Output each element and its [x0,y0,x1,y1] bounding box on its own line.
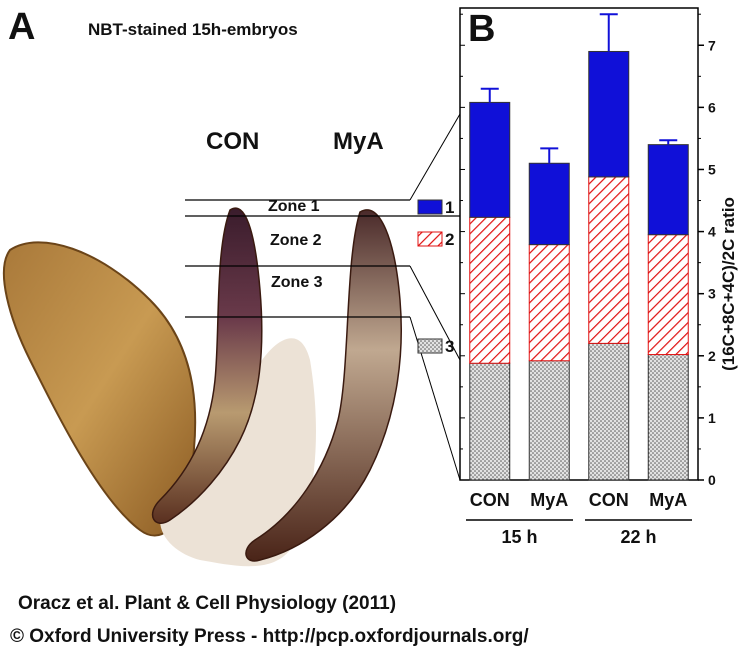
zone-2-label: Zone 2 [270,232,322,249]
y-tick-label: 5 [708,161,716,177]
bar-segment-1 [469,101,511,218]
y-tick-label: 0 [708,472,716,488]
legend-swatch-1 [417,199,443,215]
panel-a-subtitle: NBT-stained 15h-embryos [88,20,298,39]
y-tick-label: 7 [708,37,716,53]
y-tick-label: 4 [708,224,716,240]
zone-3-label: Zone 3 [271,274,323,291]
legend-label-3: 3 [445,337,454,356]
bar-segment-3 [469,362,511,481]
group-label: 15 h [501,527,537,547]
bar-segment-3 [588,342,630,481]
bar-segment-1 [528,162,570,246]
y-tick-label: 2 [708,348,716,364]
embryo-base [160,338,316,567]
bar-segment-2 [588,176,630,344]
plot-frame [459,7,699,481]
legend-swatch-2 [417,231,443,247]
y-axis-label: (16C+8C+4C)/2C ratio [719,197,738,371]
legend-label-2: 2 [445,230,454,249]
embryo-label-mya: MyA [333,128,384,155]
category-label: CON [470,490,510,510]
panel-a-letter: A [8,6,36,48]
zone-1-label: Zone 1 [268,198,320,215]
legend-swatch-3 [417,338,443,354]
bar-segment-1 [588,50,630,178]
embryo-con [151,207,263,524]
bar-segment-2 [528,244,570,362]
embryo-label-con: CON [206,128,260,155]
y-tick-label: 6 [708,99,716,115]
category-label: MyA [530,490,568,510]
category-label: CON [589,490,629,510]
bar-segment-3 [647,354,689,481]
panel-b-letter: B [468,8,496,50]
copyright-line: © Oxford University Press - http://pcp.o… [10,626,529,647]
bar-segment-2 [647,234,689,356]
group-label: 22 h [620,527,656,547]
bar-segment-2 [469,216,511,364]
bar-segment-3 [528,360,570,481]
y-tick-label: 3 [708,286,716,302]
legend-label-1: 1 [445,198,454,217]
y-tick-label: 1 [708,410,716,426]
citation-line: Oracz et al. Plant & Cell Physiology (20… [18,593,397,614]
embryo-mya [245,209,402,562]
category-label: MyA [649,490,687,510]
bar-segment-1 [647,144,689,236]
connector-zone2 [409,265,461,361]
connector-zone1 [409,113,461,201]
